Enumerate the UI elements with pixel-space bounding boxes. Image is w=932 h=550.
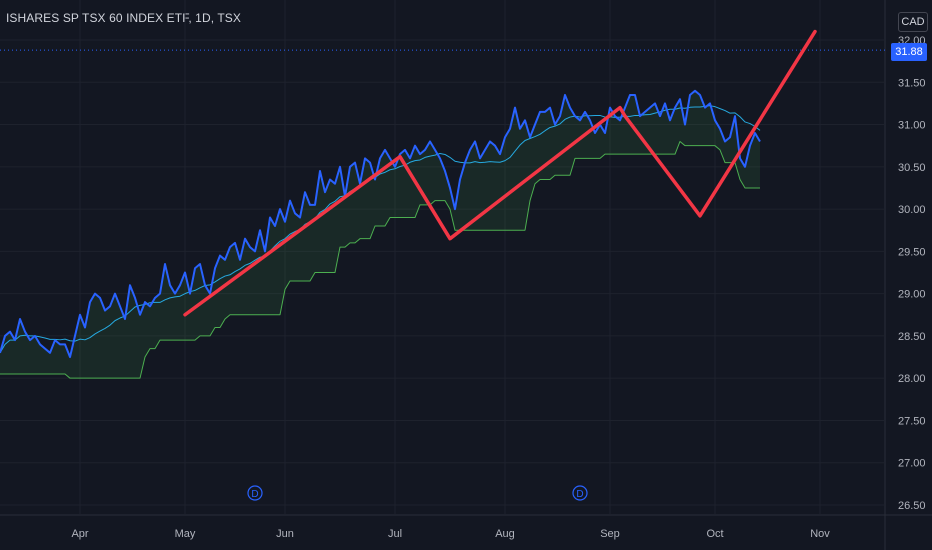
x-tick-label: Jul (388, 528, 402, 540)
dividend-marker-label: D (576, 489, 583, 500)
y-tick-label: 30.50 (898, 162, 926, 174)
x-tick-label: May (175, 528, 196, 540)
y-tick-label: 29.00 (898, 289, 926, 301)
x-tick-label: Aug (495, 528, 515, 540)
y-tick-label: 29.50 (898, 246, 926, 258)
trend-drawings (183, 29, 817, 317)
dividend-marker-label: D (251, 489, 258, 500)
x-tick-label: Sep (600, 528, 620, 540)
dividend-marker (247, 485, 263, 501)
currency-label[interactable]: CAD (898, 12, 928, 32)
series-lines (0, 49, 885, 379)
y-axis: 32.0031.5031.0030.5030.0029.5029.0028.50… (898, 35, 926, 512)
y-tick-label: 31.00 (898, 120, 926, 132)
trend-zigzag-line (183, 29, 817, 317)
x-tick-label: Apr (71, 528, 88, 540)
x-tick-label: Nov (810, 528, 830, 540)
y-tick-label: 28.00 (898, 373, 926, 385)
lower-band-line (0, 140, 760, 379)
y-tick-label: 28.50 (898, 331, 926, 343)
price-line (0, 89, 761, 359)
chart-title: ISHARES SP TSX 60 INDEX ETF, 1D, TSX (6, 11, 242, 25)
dividend-marker (572, 485, 588, 501)
x-tick-label: Oct (706, 528, 723, 540)
y-tick-label: 27.50 (898, 415, 926, 427)
y-tick-label: 30.00 (898, 204, 926, 216)
x-tick-label: Jun (276, 528, 294, 540)
y-tick-label: 27.00 (898, 458, 926, 470)
ichimoku-cloud (0, 90, 760, 379)
cloud-fill (0, 90, 760, 379)
last-price-tag: 31.88 (891, 43, 927, 61)
y-tick-label: 31.50 (898, 77, 926, 89)
y-tick-label: 26.50 (898, 500, 926, 512)
x-axis: Apr May Jun Jul Aug Sep Oct Nov (71, 528, 830, 540)
